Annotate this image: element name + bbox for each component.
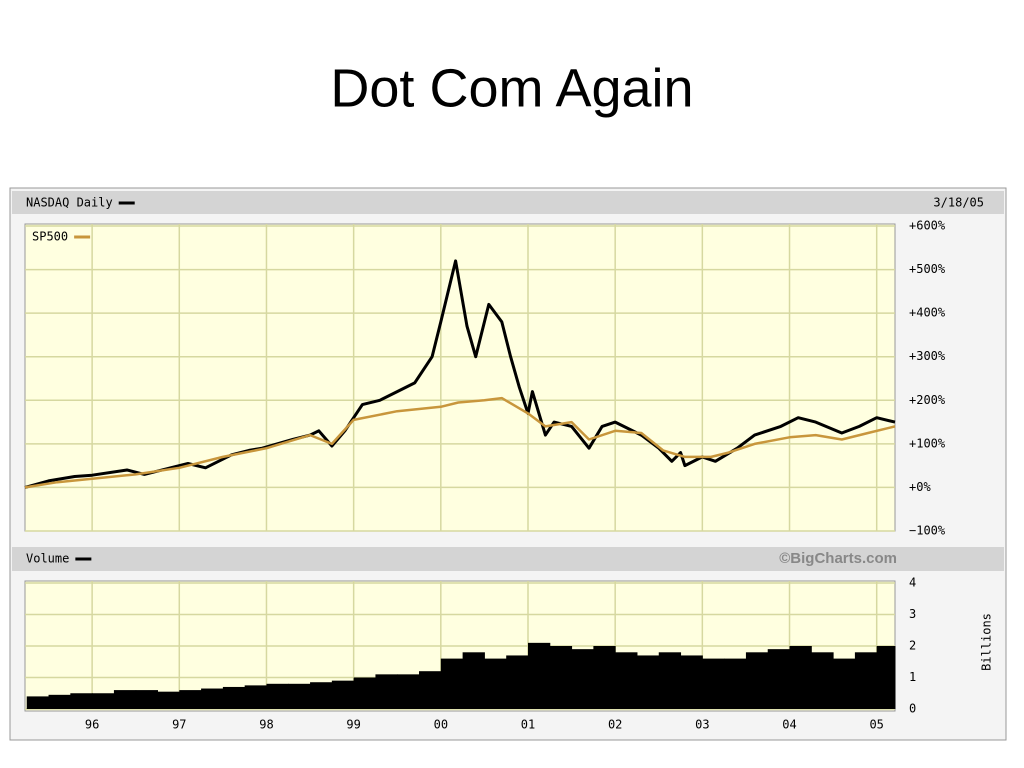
bar [113,690,137,709]
line [24,396,896,489]
y-tick-label: +300% [909,349,946,363]
y-tick-label: 3 [909,607,916,621]
bar [767,649,791,709]
bar [310,682,333,709]
y-tick-label: 2 [909,639,916,653]
y-tick-label: +200% [909,393,946,407]
legend-label: Volume [26,552,69,566]
bar [811,652,834,709]
bar [854,652,878,709]
source: ©BigCharts.com [779,550,897,567]
bar [440,658,464,709]
bar [48,694,71,709]
y-tick-label: +500% [909,262,946,276]
legend-label: NASDAQ Daily [26,196,113,210]
x-tick-label: 97 [172,718,186,732]
x-tick-label: 04 [782,718,796,732]
x-tick-label: 96 [85,718,99,732]
bar [92,693,115,709]
bar [549,646,573,709]
x-tick-label: 05 [869,718,883,732]
x-tick-label: 02 [608,718,622,732]
x-tick-label: 00 [434,718,448,732]
bar [157,691,180,709]
bar [331,680,355,709]
bar [135,690,159,709]
y-tick-label: +600% [909,219,946,233]
bar [244,685,267,709]
bar [375,674,398,709]
bar [484,658,507,709]
bar [745,652,769,709]
bar [680,655,703,709]
bar [419,671,442,709]
bar [571,649,594,709]
x-tick-label: 98 [259,718,273,732]
y-tick-label: −100% [909,524,946,538]
y-tick-label: +100% [909,436,946,450]
bar [724,658,747,709]
bar [222,686,246,709]
bar [462,652,485,709]
header-band [12,547,1004,571]
legend-label: SP500 [32,230,68,244]
bar [702,658,725,709]
bar [266,683,289,709]
bar [876,646,896,709]
bar [506,655,529,709]
bar [789,646,812,709]
bar [201,688,224,709]
plot-area [24,223,896,532]
bar [593,646,616,709]
y-tick-label: 4 [909,576,916,590]
y-axis-label: Billions [980,613,994,671]
header-band [12,191,1004,214]
y-tick-label: 1 [909,670,916,684]
y-tick-label: 0 [909,702,916,716]
slide-title: Dot Com Again [330,58,693,118]
x-tick-label: 01 [521,718,535,732]
date-label: 3/18/05 [933,196,984,210]
bar [636,655,660,709]
bar [527,642,551,709]
bar [353,677,376,709]
bar [70,693,93,709]
bar [397,674,420,709]
bar [658,652,682,709]
x-tick-label: 99 [346,718,360,732]
bar [615,652,638,709]
bar [288,683,311,709]
bar [833,658,856,709]
x-tick-label: 03 [695,718,709,732]
bar [26,696,50,709]
y-tick-label: +0% [909,480,931,494]
y-tick-label: +400% [909,306,946,320]
bar [179,690,202,709]
